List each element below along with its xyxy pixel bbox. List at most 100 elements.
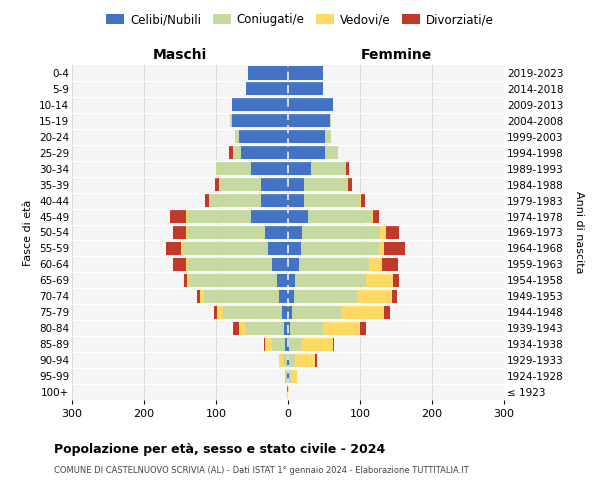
Bar — [287, 386, 288, 398]
Bar — [380, 226, 386, 239]
Bar — [288, 66, 323, 80]
Bar — [288, 130, 325, 143]
Bar — [288, 386, 289, 398]
Bar — [239, 130, 288, 143]
Bar — [386, 226, 399, 239]
Bar — [230, 114, 232, 128]
Bar — [200, 290, 204, 303]
Bar — [190, 274, 277, 287]
Bar — [288, 146, 325, 160]
Bar — [285, 338, 288, 350]
Bar — [184, 274, 187, 287]
Bar — [265, 226, 288, 239]
Bar — [173, 258, 186, 271]
Bar — [325, 130, 331, 143]
Bar — [392, 290, 397, 303]
Bar — [370, 258, 382, 271]
Bar — [204, 290, 280, 303]
Bar — [311, 162, 346, 175]
Bar — [223, 306, 282, 319]
Bar — [215, 178, 219, 191]
Text: Popolazione per età, sesso e stato civile - 2024: Popolazione per età, sesso e stato civil… — [54, 442, 385, 456]
Bar — [287, 370, 288, 382]
Bar — [361, 194, 365, 207]
Bar — [288, 162, 311, 175]
Bar — [280, 354, 283, 366]
Bar — [288, 98, 332, 112]
Bar — [301, 242, 379, 255]
Bar — [349, 178, 352, 191]
Bar — [288, 226, 302, 239]
Bar — [299, 258, 370, 271]
Bar — [205, 194, 209, 207]
Bar — [308, 210, 371, 223]
Bar — [325, 146, 338, 160]
Bar — [197, 290, 200, 303]
Bar — [373, 210, 379, 223]
Bar — [272, 258, 288, 271]
Y-axis label: Fasce di età: Fasce di età — [23, 200, 34, 266]
Bar — [186, 210, 187, 223]
Bar — [295, 274, 366, 287]
Bar — [288, 194, 304, 207]
Bar — [187, 258, 272, 271]
Bar — [187, 226, 265, 239]
Bar — [173, 226, 186, 239]
Bar — [288, 322, 290, 335]
Bar — [288, 82, 323, 96]
Bar — [382, 258, 398, 271]
Bar — [232, 98, 288, 112]
Text: Maschi: Maschi — [153, 48, 207, 62]
Bar — [272, 338, 285, 350]
Bar — [233, 322, 239, 335]
Y-axis label: Anni di nascita: Anni di nascita — [574, 191, 584, 274]
Bar — [251, 210, 288, 223]
Bar — [181, 242, 183, 255]
Bar — [385, 242, 404, 255]
Bar — [295, 354, 316, 366]
Bar — [239, 322, 245, 335]
Bar — [277, 274, 288, 287]
Bar — [217, 306, 223, 319]
Bar — [290, 322, 323, 335]
Bar — [288, 114, 330, 128]
Bar — [294, 290, 357, 303]
Bar — [304, 194, 360, 207]
Bar — [280, 290, 288, 303]
Bar — [371, 210, 373, 223]
Bar — [302, 338, 332, 350]
Bar — [186, 258, 187, 271]
Bar — [332, 338, 334, 350]
Bar — [166, 242, 181, 255]
Bar — [229, 146, 233, 160]
Bar — [170, 210, 186, 223]
Bar — [263, 338, 265, 350]
Bar — [316, 354, 317, 366]
Bar — [183, 242, 268, 255]
Bar — [288, 258, 299, 271]
Bar — [291, 370, 296, 382]
Bar — [246, 82, 288, 96]
Bar — [289, 370, 291, 382]
Bar — [289, 338, 302, 350]
Bar — [260, 178, 288, 191]
Bar — [282, 306, 288, 319]
Bar — [209, 194, 260, 207]
Bar — [283, 354, 287, 366]
Bar — [251, 162, 288, 175]
Bar — [288, 210, 308, 223]
Bar — [379, 242, 385, 255]
Bar — [360, 194, 361, 207]
Bar — [287, 354, 288, 366]
Bar — [366, 274, 393, 287]
Bar — [288, 290, 294, 303]
Bar — [241, 146, 288, 160]
Text: COMUNE DI CASTELNUOVO SCRIVIA (AL) - Dati ISTAT 1° gennaio 2024 - Elaborazione T: COMUNE DI CASTELNUOVO SCRIVIA (AL) - Dat… — [54, 466, 469, 475]
Bar — [288, 354, 289, 366]
Bar — [360, 322, 366, 335]
Bar — [330, 114, 331, 128]
Bar — [284, 322, 288, 335]
Bar — [346, 162, 349, 175]
Bar — [357, 290, 392, 303]
Bar — [265, 338, 272, 350]
